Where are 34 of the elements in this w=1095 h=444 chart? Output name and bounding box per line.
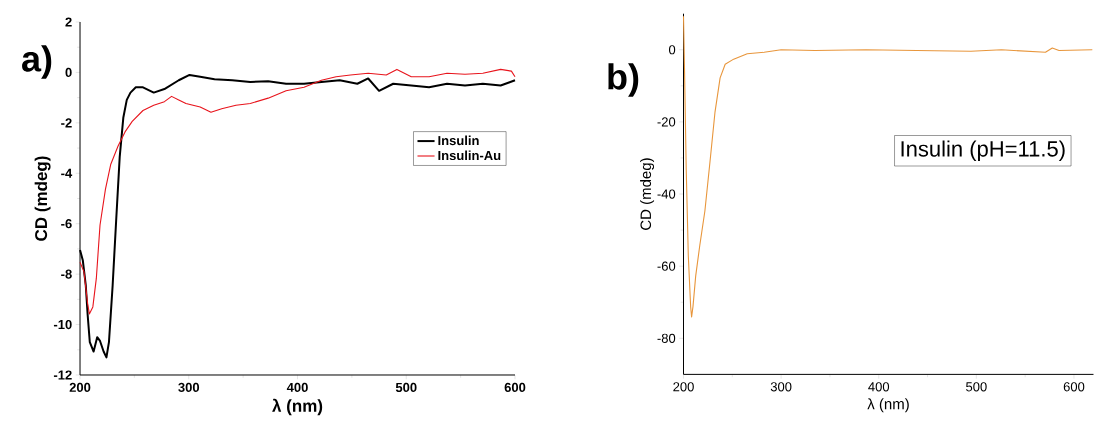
y-tick-label: -2	[61, 118, 72, 128]
x-tick-label: 200	[673, 382, 694, 392]
x-tick-label: 400	[868, 382, 890, 392]
x-tick-label: 300	[770, 382, 792, 392]
x-tick-label: 500	[966, 382, 987, 392]
x-tick-label: 600	[1063, 382, 1085, 392]
y-tick-label: 0	[668, 45, 676, 55]
line-series	[79, 68, 516, 315]
y-tick-label: 2	[65, 17, 72, 27]
y-tick-label: -4	[61, 168, 73, 178]
y-tick-label: -60	[657, 261, 676, 271]
y-axis-title: CD (mdeg)	[640, 158, 655, 230]
y-tick-label: -6	[61, 219, 72, 229]
y-tick-label: 0	[65, 67, 72, 78]
y-tick-label: -20	[657, 117, 676, 127]
x-tick-label: 500	[395, 382, 417, 392]
y-tick-label: -10	[53, 319, 72, 330]
x-tick-label: 200	[69, 382, 91, 392]
y-tick-label: -12	[53, 370, 72, 380]
text: b)	[608, 63, 639, 97]
x-tick-label: 400	[286, 382, 308, 392]
text: a)	[22, 45, 52, 79]
y-tick-label: -80	[657, 333, 676, 343]
y-tick-label: -40	[657, 189, 676, 199]
y-tick-label: -8	[61, 269, 72, 279]
x-axis-title: λ (nm)	[272, 398, 323, 416]
y-axis-title: CD (mdeg)	[34, 156, 51, 241]
legend-label: Insulin-Au	[438, 150, 501, 161]
x-tick-label: 300	[178, 382, 200, 393]
x-tick-label: 600	[504, 382, 526, 392]
legend-label: Insulin	[438, 135, 479, 146]
x-axis-title: λ (nm)	[867, 398, 909, 413]
line-series	[682, 15, 1093, 318]
annotation: Insulin (pH=11.5)	[901, 140, 1065, 162]
